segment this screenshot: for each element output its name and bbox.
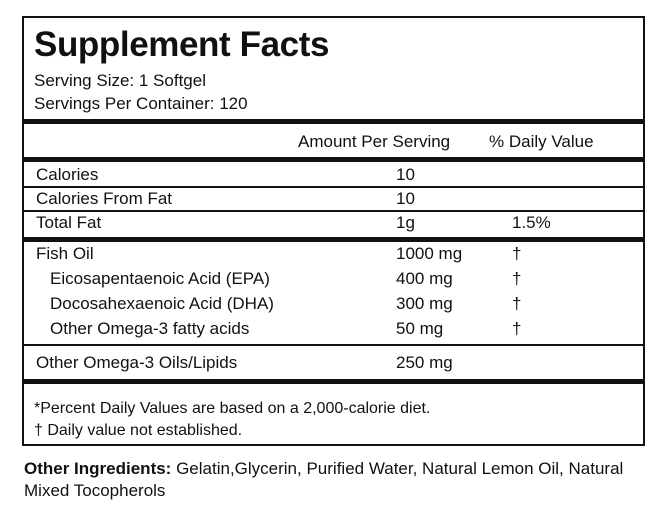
- row-name: Calories: [36, 165, 99, 184]
- row-name: Calories From Fat: [36, 189, 173, 208]
- other-ingredients: Other Ingredients: Gelatin,Glycerin, Pur…: [24, 458, 654, 502]
- row-name: Other Omega-3 Oils/Lipids: [36, 353, 238, 372]
- footnote-dagger: † Daily value not established.: [34, 422, 243, 439]
- row-amount: 10: [396, 165, 415, 184]
- row-amount: 400 mg: [396, 269, 453, 288]
- row-name: Other Omega-3 fatty acids: [50, 319, 250, 338]
- row-amount: 300 mg: [396, 294, 453, 313]
- other-ingredients-label: Other Ingredients:: [24, 459, 172, 478]
- row-name: Fish Oil: [36, 244, 94, 263]
- row-daily-value: †: [512, 319, 522, 338]
- row-divider: [24, 344, 643, 346]
- panel-title: Supplement Facts: [34, 25, 330, 64]
- row-daily-value: 1.5%: [512, 213, 551, 232]
- amount-per-serving-header: Amount Per Serving: [298, 132, 451, 151]
- thick-divider: [24, 379, 643, 384]
- row-daily-value: †: [512, 244, 522, 263]
- servings-per-container: Servings Per Container: 120: [34, 94, 248, 113]
- row-daily-value: †: [512, 294, 522, 313]
- thick-divider: [24, 157, 643, 162]
- row-daily-value: †: [512, 269, 522, 288]
- other-ingredients-text: Gelatin,Glycerin, Purified Water, Natura…: [24, 459, 624, 500]
- daily-value-header: % Daily Value: [489, 132, 594, 151]
- row-amount: 10: [396, 189, 415, 208]
- row-amount: 250 mg: [396, 353, 453, 372]
- thick-divider: [24, 237, 643, 242]
- supplement-facts-panel: Supplement Facts Serving Size: 1 Softgel…: [22, 16, 645, 446]
- row-amount: 1g: [396, 213, 415, 232]
- row-name: Eicosapentaenoic Acid (EPA): [50, 269, 270, 288]
- thick-divider: [24, 119, 643, 124]
- row-name: Total Fat: [36, 213, 102, 232]
- row-divider: [24, 186, 643, 188]
- row-amount: 50 mg: [396, 319, 444, 338]
- row-amount: 1000 mg: [396, 244, 463, 263]
- serving-size: Serving Size: 1 Softgel: [34, 71, 206, 90]
- row-name: Docosahexaenoic Acid (DHA): [50, 294, 274, 313]
- footnote-percent-daily-values: *Percent Daily Values are based on a 2,0…: [34, 400, 431, 417]
- row-divider: [24, 210, 643, 212]
